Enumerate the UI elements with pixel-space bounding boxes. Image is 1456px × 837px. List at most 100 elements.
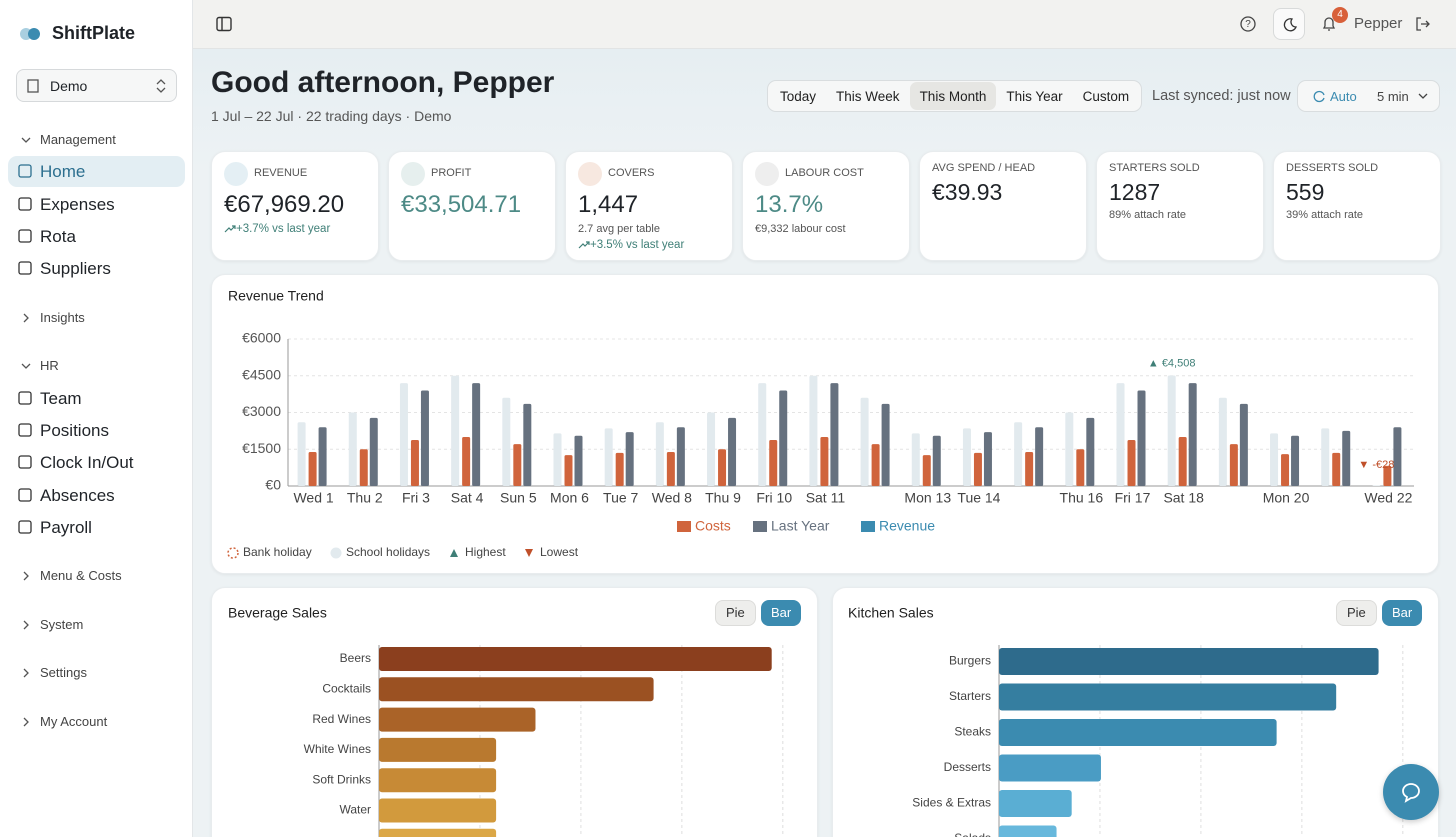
nav-icon [18, 423, 32, 437]
kpi-icon [578, 162, 602, 186]
nav-label: Team [40, 388, 82, 408]
user-name[interactable]: Pepper [1354, 15, 1403, 32]
nav-item[interactable]: Payroll [8, 512, 185, 543]
org-select[interactable]: Demo [16, 69, 177, 102]
nav-item[interactable]: Clock In/Out [8, 447, 185, 478]
chart-toggle[interactable]: Pie [715, 600, 756, 626]
auto-label: Auto [1330, 89, 1357, 104]
kpi-sub: 2.7 avg per table [578, 223, 660, 235]
group-label: HR [40, 358, 59, 373]
nav-group[interactable]: My Account [20, 714, 107, 729]
chart-toggle[interactable]: Pie [1336, 600, 1377, 626]
trend-text: +3.5% vs last year [590, 239, 685, 251]
kpi-card: DESSERTS SOLD 559 39% attach rate [1273, 151, 1441, 261]
brand: ShiftPlate [52, 23, 136, 43]
org-name: Demo [50, 78, 88, 94]
trend-arrow [224, 225, 236, 233]
help-icon[interactable]: ? [1240, 16, 1256, 32]
nav-icon [18, 488, 32, 502]
nav-item[interactable]: Suppliers [8, 253, 185, 284]
chevron [23, 571, 29, 580]
org-icon [27, 79, 39, 93]
trend-text: +3.7% vs last year [236, 223, 331, 235]
logo [20, 28, 40, 40]
kpi-card: REVENUE €67,969.20 +3.7% vs last year [211, 151, 379, 261]
bell[interactable] [1321, 16, 1337, 32]
kpi-value: €67,969.20 [224, 191, 345, 218]
sidebar-toggle[interactable] [216, 16, 232, 32]
theme-toggle[interactable] [1273, 8, 1305, 40]
kpi-icon [224, 162, 248, 186]
kpi-value: €39.93 [932, 179, 1003, 205]
trend-arrow [578, 241, 590, 249]
kpi-card: LABOUR COST 13.7% €9,332 labour cost [742, 151, 910, 261]
chart-toggle[interactable]: Bar [1382, 600, 1423, 626]
kpi-value: 1287 [1109, 179, 1161, 205]
range-button[interactable]: This Month [909, 82, 997, 110]
nav-label: Suppliers [40, 258, 111, 278]
range-button[interactable]: This Year [1006, 88, 1063, 104]
nav-item[interactable]: Absences [8, 480, 185, 511]
kpi-icon [401, 162, 425, 186]
kpi-value: 559 [1286, 179, 1325, 205]
kpi-trend: +3.7% vs last year [224, 223, 330, 235]
group-label: Settings [40, 665, 87, 680]
kpi-icon [755, 162, 779, 186]
nav-item[interactable]: Rota [8, 221, 185, 252]
kpi-label: PROFIT [431, 167, 472, 179]
kpi-card: COVERS 1,447 2.7 avg per table +3.5% vs las… [565, 151, 733, 261]
nav-group[interactable]: Management [20, 132, 116, 147]
nav-label: Clock In/Out [40, 452, 134, 472]
kpi-label: AVG SPEND / HEAD [932, 162, 1036, 174]
nav-icon [18, 261, 32, 275]
chat-icon [1402, 783, 1420, 803]
nav-group[interactable]: Menu & Costs [20, 568, 122, 583]
nav-item[interactable]: Expenses [8, 189, 185, 220]
group-label: Menu & Costs [40, 568, 122, 583]
nav-label: Positions [40, 420, 109, 440]
chevron [21, 363, 31, 369]
range-button[interactable]: Custom [1082, 88, 1130, 104]
kpi-card: AVG SPEND / HEAD €39.93 [919, 151, 1087, 261]
svg-text:?: ? [1245, 19, 1251, 30]
chevrons [156, 79, 166, 93]
range-button[interactable]: This Week [836, 88, 900, 104]
nav-icon [18, 229, 32, 243]
nav-item[interactable]: Positions [8, 415, 185, 446]
chart-toggle[interactable]: Bar [761, 600, 802, 626]
chevron [21, 137, 31, 143]
sync-status: Last synced: just now [1152, 88, 1291, 104]
notification-badge: 4 [1332, 7, 1348, 23]
topbar: ? 4 Pepper [193, 0, 1456, 49]
nav-label: Payroll [40, 517, 92, 537]
nav-icon [18, 455, 32, 469]
kitchen-card [832, 587, 1439, 837]
logout[interactable] [1415, 16, 1431, 32]
refresh-icon [1313, 90, 1325, 103]
kpi-trend: +3.5% vs last year [578, 239, 684, 251]
kpi-card: STARTERS SOLD 1287 89% attach rate [1096, 151, 1264, 261]
date-range: 1 Jul – 22 Jul · 22 trading days · Demo [211, 108, 452, 124]
nav-group[interactable]: Insights [20, 310, 85, 325]
kpi-value: 13.7% [755, 191, 824, 218]
group-label: System [40, 617, 84, 632]
kpi-sub: €9,332 labour cost [755, 223, 846, 235]
chat-button[interactable] [1383, 764, 1439, 820]
range-selector: Today This Week This Month This Year Custom [767, 80, 1143, 112]
auto-refresh[interactable]: Auto 5 min [1297, 80, 1440, 112]
nav-icon [18, 164, 32, 178]
kpi-sub: 89% attach rate [1109, 209, 1187, 221]
nav-item[interactable]: Home [8, 156, 185, 187]
nav-group[interactable]: HR [20, 358, 59, 373]
range-button[interactable]: Today [780, 88, 817, 104]
nav-group[interactable]: System [20, 617, 83, 632]
chevron [23, 717, 29, 726]
kpi-label: DESSERTS SOLD [1286, 162, 1379, 174]
nav-item[interactable]: Team [8, 383, 185, 414]
kpi-label: REVENUE [254, 167, 308, 179]
nav-icon [18, 520, 32, 534]
moon [1283, 18, 1297, 32]
kpi-value: €33,504.71 [401, 191, 522, 218]
nav-group[interactable]: Settings [20, 665, 87, 680]
